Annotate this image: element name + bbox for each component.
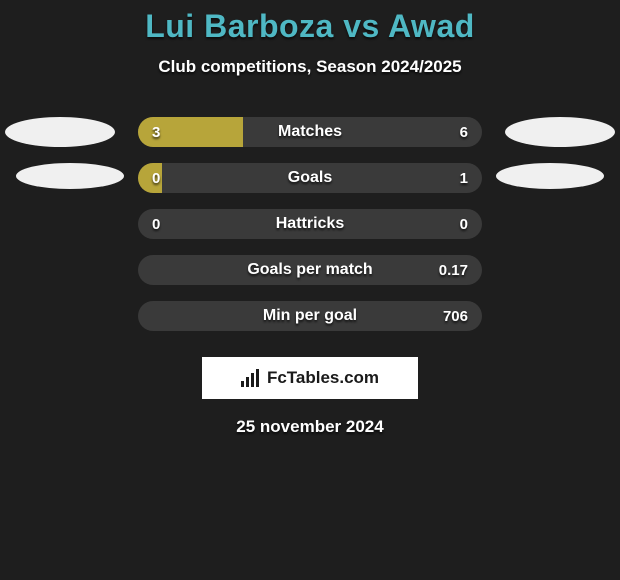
bar-chart-icon bbox=[241, 369, 263, 387]
stat-row: 3 Matches 6 bbox=[0, 117, 620, 147]
brand-text: FcTables.com bbox=[267, 368, 379, 388]
stat-label: Goals per match bbox=[138, 255, 482, 285]
stat-label: Goals bbox=[138, 163, 482, 193]
value-right: 706 bbox=[443, 301, 468, 331]
subtitle: Club competitions, Season 2024/2025 bbox=[0, 57, 620, 77]
brand-box[interactable]: FcTables.com bbox=[202, 357, 418, 399]
stat-row: Goals per match 0.17 bbox=[0, 255, 620, 285]
page-title: Lui Barboza vs Awad bbox=[0, 8, 620, 45]
value-right: 6 bbox=[460, 117, 468, 147]
value-left: 0 bbox=[152, 163, 160, 193]
bar-track: 0 Hattricks 0 bbox=[138, 209, 482, 239]
bar-track: 3 Matches 6 bbox=[138, 117, 482, 147]
comparison-card: Lui Barboza vs Awad Club competitions, S… bbox=[0, 0, 620, 437]
value-right: 0.17 bbox=[439, 255, 468, 285]
stat-row: 0 Hattricks 0 bbox=[0, 209, 620, 239]
bar-track: Min per goal 706 bbox=[138, 301, 482, 331]
value-left: 3 bbox=[152, 117, 160, 147]
stat-row: Min per goal 706 bbox=[0, 301, 620, 331]
stat-label: Hattricks bbox=[138, 209, 482, 239]
value-right: 1 bbox=[460, 163, 468, 193]
stat-row: 0 Goals 1 bbox=[0, 163, 620, 193]
stats-rows: 3 Matches 6 0 Goals 1 0 Hattricks 0 bbox=[0, 117, 620, 331]
value-left: 0 bbox=[152, 209, 160, 239]
date: 25 november 2024 bbox=[0, 417, 620, 437]
stat-label: Min per goal bbox=[138, 301, 482, 331]
value-right: 0 bbox=[460, 209, 468, 239]
bar-track: Goals per match 0.17 bbox=[138, 255, 482, 285]
bar-track: 0 Goals 1 bbox=[138, 163, 482, 193]
